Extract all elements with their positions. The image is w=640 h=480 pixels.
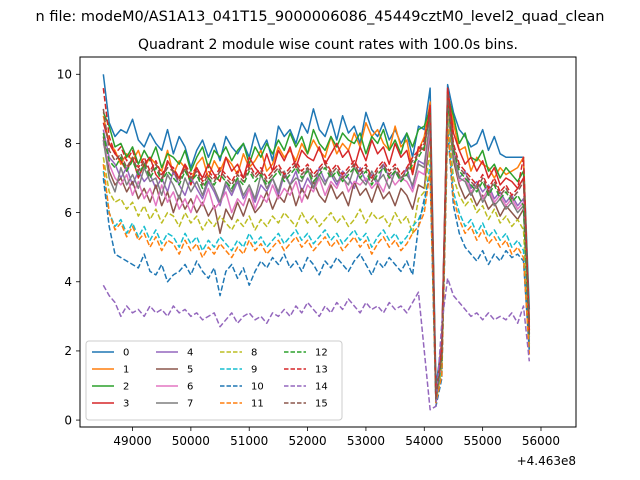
x-tick-label: 55000 xyxy=(464,434,502,448)
legend-box xyxy=(85,340,343,421)
legend-label-9: 9 xyxy=(251,365,257,376)
x-tick-label: 53000 xyxy=(347,434,385,448)
legend-label-12: 12 xyxy=(315,348,328,359)
x-tick-label: 51000 xyxy=(230,434,268,448)
series-line-9 xyxy=(102,121,531,404)
y-tick-label: 2 xyxy=(64,344,72,358)
series-line-2 xyxy=(102,94,531,394)
legend-label-6: 6 xyxy=(187,382,193,393)
legend-label-11: 11 xyxy=(251,399,264,410)
y-tick-label: 10 xyxy=(57,68,72,82)
series-line-12 xyxy=(102,101,531,401)
legend-label-14: 14 xyxy=(315,382,328,393)
series-line-14 xyxy=(102,277,531,411)
x-axis: 49000 50000 51000 52000 53000 54000 55000 56000 xyxy=(113,427,560,448)
series-line-11 xyxy=(102,125,531,404)
legend-label-10: 10 xyxy=(251,382,264,393)
plot-frame xyxy=(79,56,577,428)
legend-label-2: 2 xyxy=(123,382,129,393)
y-axis: 0 2 4 6 8 10 xyxy=(57,68,80,427)
x-tick-label: 52000 xyxy=(288,434,326,448)
chart-suptitle: n file: modeM0/AS1A13_041T15_9000006086_… xyxy=(36,9,605,25)
y-tick-label: 6 xyxy=(64,206,72,220)
legend-label-0: 0 xyxy=(123,348,129,359)
series-line-15 xyxy=(102,94,531,401)
series-line-5 xyxy=(102,108,531,404)
x-offset-label: +4.463e8 xyxy=(517,454,576,468)
legend-label-15: 15 xyxy=(315,399,328,410)
x-tick-label: 54000 xyxy=(405,434,443,448)
chart-title: Quadrant 2 module wise count rates with … xyxy=(138,37,518,53)
y-tick-label: 8 xyxy=(64,137,72,151)
x-tick-label: 50000 xyxy=(172,434,210,448)
y-tick-label: 4 xyxy=(64,275,72,289)
legend-label-7: 7 xyxy=(187,399,193,410)
series-line-10 xyxy=(102,128,531,407)
series-line-8 xyxy=(102,115,531,404)
legend-label-1: 1 xyxy=(123,365,129,376)
legend-label-4: 4 xyxy=(187,348,193,359)
series-line-13 xyxy=(102,88,531,397)
series-line-7 xyxy=(102,97,531,397)
legend-label-3: 3 xyxy=(123,399,129,410)
x-tick-label: 49000 xyxy=(113,434,151,448)
series-layer xyxy=(102,74,531,411)
x-tick-label: 56000 xyxy=(522,434,560,448)
legend-label-13: 13 xyxy=(315,365,328,376)
legend-label-5: 5 xyxy=(187,365,193,376)
series-line-0 xyxy=(102,74,531,387)
legend-label-8: 8 xyxy=(251,348,257,359)
y-tick-label: 0 xyxy=(64,413,72,427)
